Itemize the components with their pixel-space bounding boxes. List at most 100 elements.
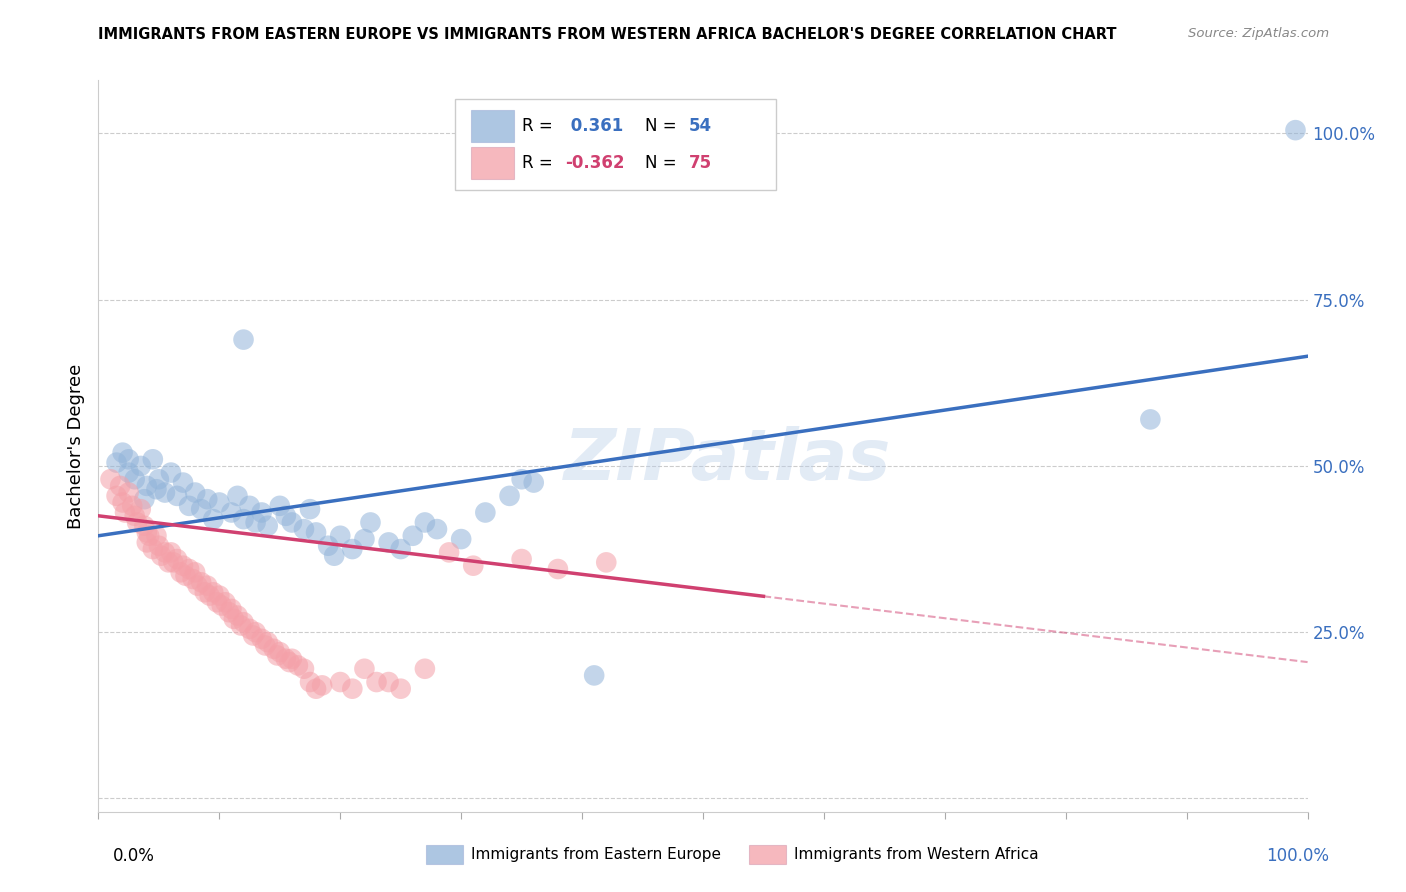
Point: [342, 542, 364, 557]
Point: [118, 485, 141, 500]
Point: [281, 652, 304, 666]
Point: [245, 625, 267, 640]
Point: [342, 681, 364, 696]
Point: [108, 479, 131, 493]
Point: [299, 675, 322, 690]
Point: [214, 595, 236, 609]
Point: [148, 539, 170, 553]
Point: [129, 458, 152, 473]
Point: [1284, 123, 1306, 137]
Point: [124, 472, 146, 486]
Point: [232, 333, 254, 347]
Text: 54: 54: [689, 118, 711, 136]
Point: [222, 612, 245, 626]
Text: 0.361: 0.361: [565, 118, 623, 136]
Point: [353, 532, 375, 546]
FancyBboxPatch shape: [471, 147, 515, 179]
Point: [547, 562, 569, 576]
Point: [169, 566, 191, 580]
Point: [229, 618, 252, 632]
Point: [135, 535, 157, 549]
Point: [184, 566, 207, 580]
Point: [135, 479, 157, 493]
Text: Immigrants from Western Africa: Immigrants from Western Africa: [794, 847, 1039, 862]
Point: [195, 579, 218, 593]
Point: [305, 525, 328, 540]
Point: [498, 489, 520, 503]
Text: N =: N =: [645, 118, 682, 136]
Point: [181, 572, 204, 586]
Point: [221, 602, 243, 616]
Point: [202, 585, 225, 599]
Point: [474, 506, 496, 520]
Point: [166, 489, 188, 503]
Point: [269, 499, 291, 513]
Point: [142, 542, 165, 557]
Point: [195, 492, 218, 507]
Point: [311, 678, 333, 692]
Point: [413, 662, 436, 676]
Point: [287, 658, 309, 673]
Point: [221, 506, 243, 520]
Point: [187, 579, 209, 593]
Point: [299, 502, 322, 516]
Point: [134, 492, 156, 507]
Point: [269, 645, 291, 659]
Point: [377, 675, 399, 690]
Point: [153, 545, 176, 559]
Point: [211, 599, 233, 613]
Point: [208, 495, 231, 509]
Point: [100, 472, 122, 486]
Point: [256, 635, 278, 649]
Point: [232, 615, 254, 630]
Point: [190, 502, 212, 516]
Point: [118, 452, 141, 467]
Point: [305, 681, 328, 696]
Point: [292, 662, 315, 676]
Y-axis label: Bachelor's Degree: Bachelor's Degree: [66, 363, 84, 529]
Text: Source: ZipAtlas.com: Source: ZipAtlas.com: [1188, 27, 1329, 40]
Point: [172, 558, 194, 573]
Point: [389, 542, 412, 557]
Point: [360, 516, 382, 530]
Point: [523, 475, 546, 490]
Text: IMMIGRANTS FROM EASTERN EUROPE VS IMMIGRANTS FROM WESTERN AFRICA BACHELOR'S DEGR: IMMIGRANTS FROM EASTERN EUROPE VS IMMIGR…: [98, 27, 1116, 42]
Point: [595, 555, 617, 569]
Point: [510, 552, 533, 566]
Text: R =: R =: [522, 118, 558, 136]
Point: [105, 489, 128, 503]
Point: [129, 502, 152, 516]
Point: [194, 585, 217, 599]
Point: [218, 605, 240, 619]
Point: [250, 632, 273, 646]
Point: [450, 532, 472, 546]
Text: 100.0%: 100.0%: [1265, 847, 1329, 865]
Point: [377, 535, 399, 549]
Point: [239, 622, 262, 636]
Point: [232, 512, 254, 526]
Point: [366, 675, 388, 690]
Point: [118, 466, 141, 480]
Point: [292, 522, 315, 536]
Text: -0.362: -0.362: [565, 154, 624, 172]
Text: ZIPatlas: ZIPatlas: [564, 426, 891, 495]
Point: [127, 516, 149, 530]
Point: [160, 545, 183, 559]
Point: [202, 512, 225, 526]
Point: [263, 641, 285, 656]
Text: 0.0%: 0.0%: [112, 847, 155, 865]
Point: [150, 549, 173, 563]
Point: [174, 568, 197, 582]
Point: [266, 648, 288, 663]
Point: [198, 589, 221, 603]
Point: [413, 516, 436, 530]
Point: [190, 575, 212, 590]
Point: [135, 525, 157, 540]
Point: [166, 552, 188, 566]
Point: [121, 499, 143, 513]
Text: N =: N =: [645, 154, 682, 172]
Point: [437, 545, 460, 559]
Point: [105, 456, 128, 470]
Point: [329, 529, 352, 543]
Point: [329, 675, 352, 690]
